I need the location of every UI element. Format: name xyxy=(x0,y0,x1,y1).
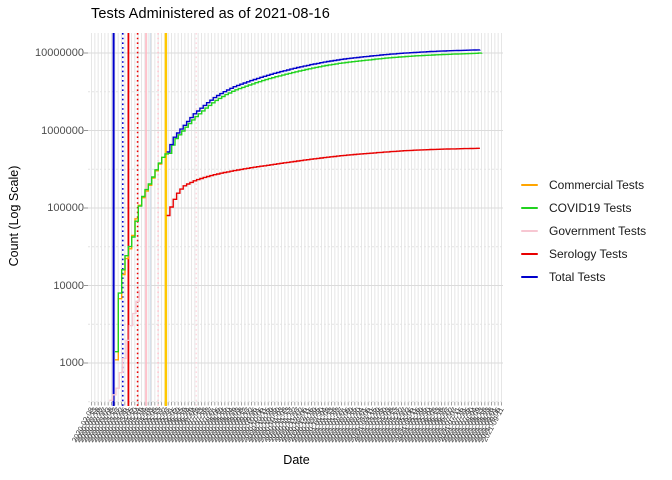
legend-key-line-icon xyxy=(521,196,538,219)
legend-item: COVID19 Tests xyxy=(521,196,646,219)
legend-item-label: Commercial Tests xyxy=(549,177,645,192)
y-tick-label: 1000 xyxy=(59,357,84,369)
horizontal-gridlines xyxy=(84,52,503,403)
legend-item: Commercial Tests xyxy=(521,173,646,196)
y-tick-label: 100000 xyxy=(47,202,84,214)
legend-key-line-icon xyxy=(521,265,538,288)
x-tick-labels-band: 2020-02-082020-02-132020-02-182020-02-22… xyxy=(70,406,506,444)
vertical-gridlines xyxy=(91,33,502,402)
series-line-serology-tests xyxy=(166,147,480,217)
legend-item: Total Tests xyxy=(521,265,646,288)
series-line-total-tests xyxy=(166,49,481,153)
x-tick-marks xyxy=(91,402,502,406)
series-line-government-tests xyxy=(109,290,140,401)
legend: Commercial Tests COVID19 Tests Government … xyxy=(521,173,646,288)
legend-key-line-icon xyxy=(521,219,538,242)
y-tick-label: 1000000 xyxy=(41,124,84,137)
legend-item: Government Tests xyxy=(521,219,646,242)
y-tick-label: 10000000 xyxy=(35,47,84,59)
legend-item-label: COVID19 Tests xyxy=(549,200,632,215)
series-line-covid19-tests xyxy=(115,52,483,353)
chart-title: Tests Administered as of 2021-08-16 xyxy=(91,6,330,22)
legend-item-label: Government Tests xyxy=(549,223,647,238)
legend-key-line-icon xyxy=(521,242,538,265)
y-tick-label: 10000 xyxy=(53,279,84,292)
x-axis-title: Date xyxy=(283,453,310,467)
y-axis-tick-labels: 10000000 1000000 100000 10000 1000 xyxy=(0,0,84,480)
legend-key-line-icon xyxy=(521,173,538,196)
legend-item-label: Total Tests xyxy=(549,269,606,284)
reference-vlines xyxy=(112,33,197,406)
legend-item: Serology Tests xyxy=(521,242,646,265)
legend-item-label: Serology Tests xyxy=(549,246,628,261)
